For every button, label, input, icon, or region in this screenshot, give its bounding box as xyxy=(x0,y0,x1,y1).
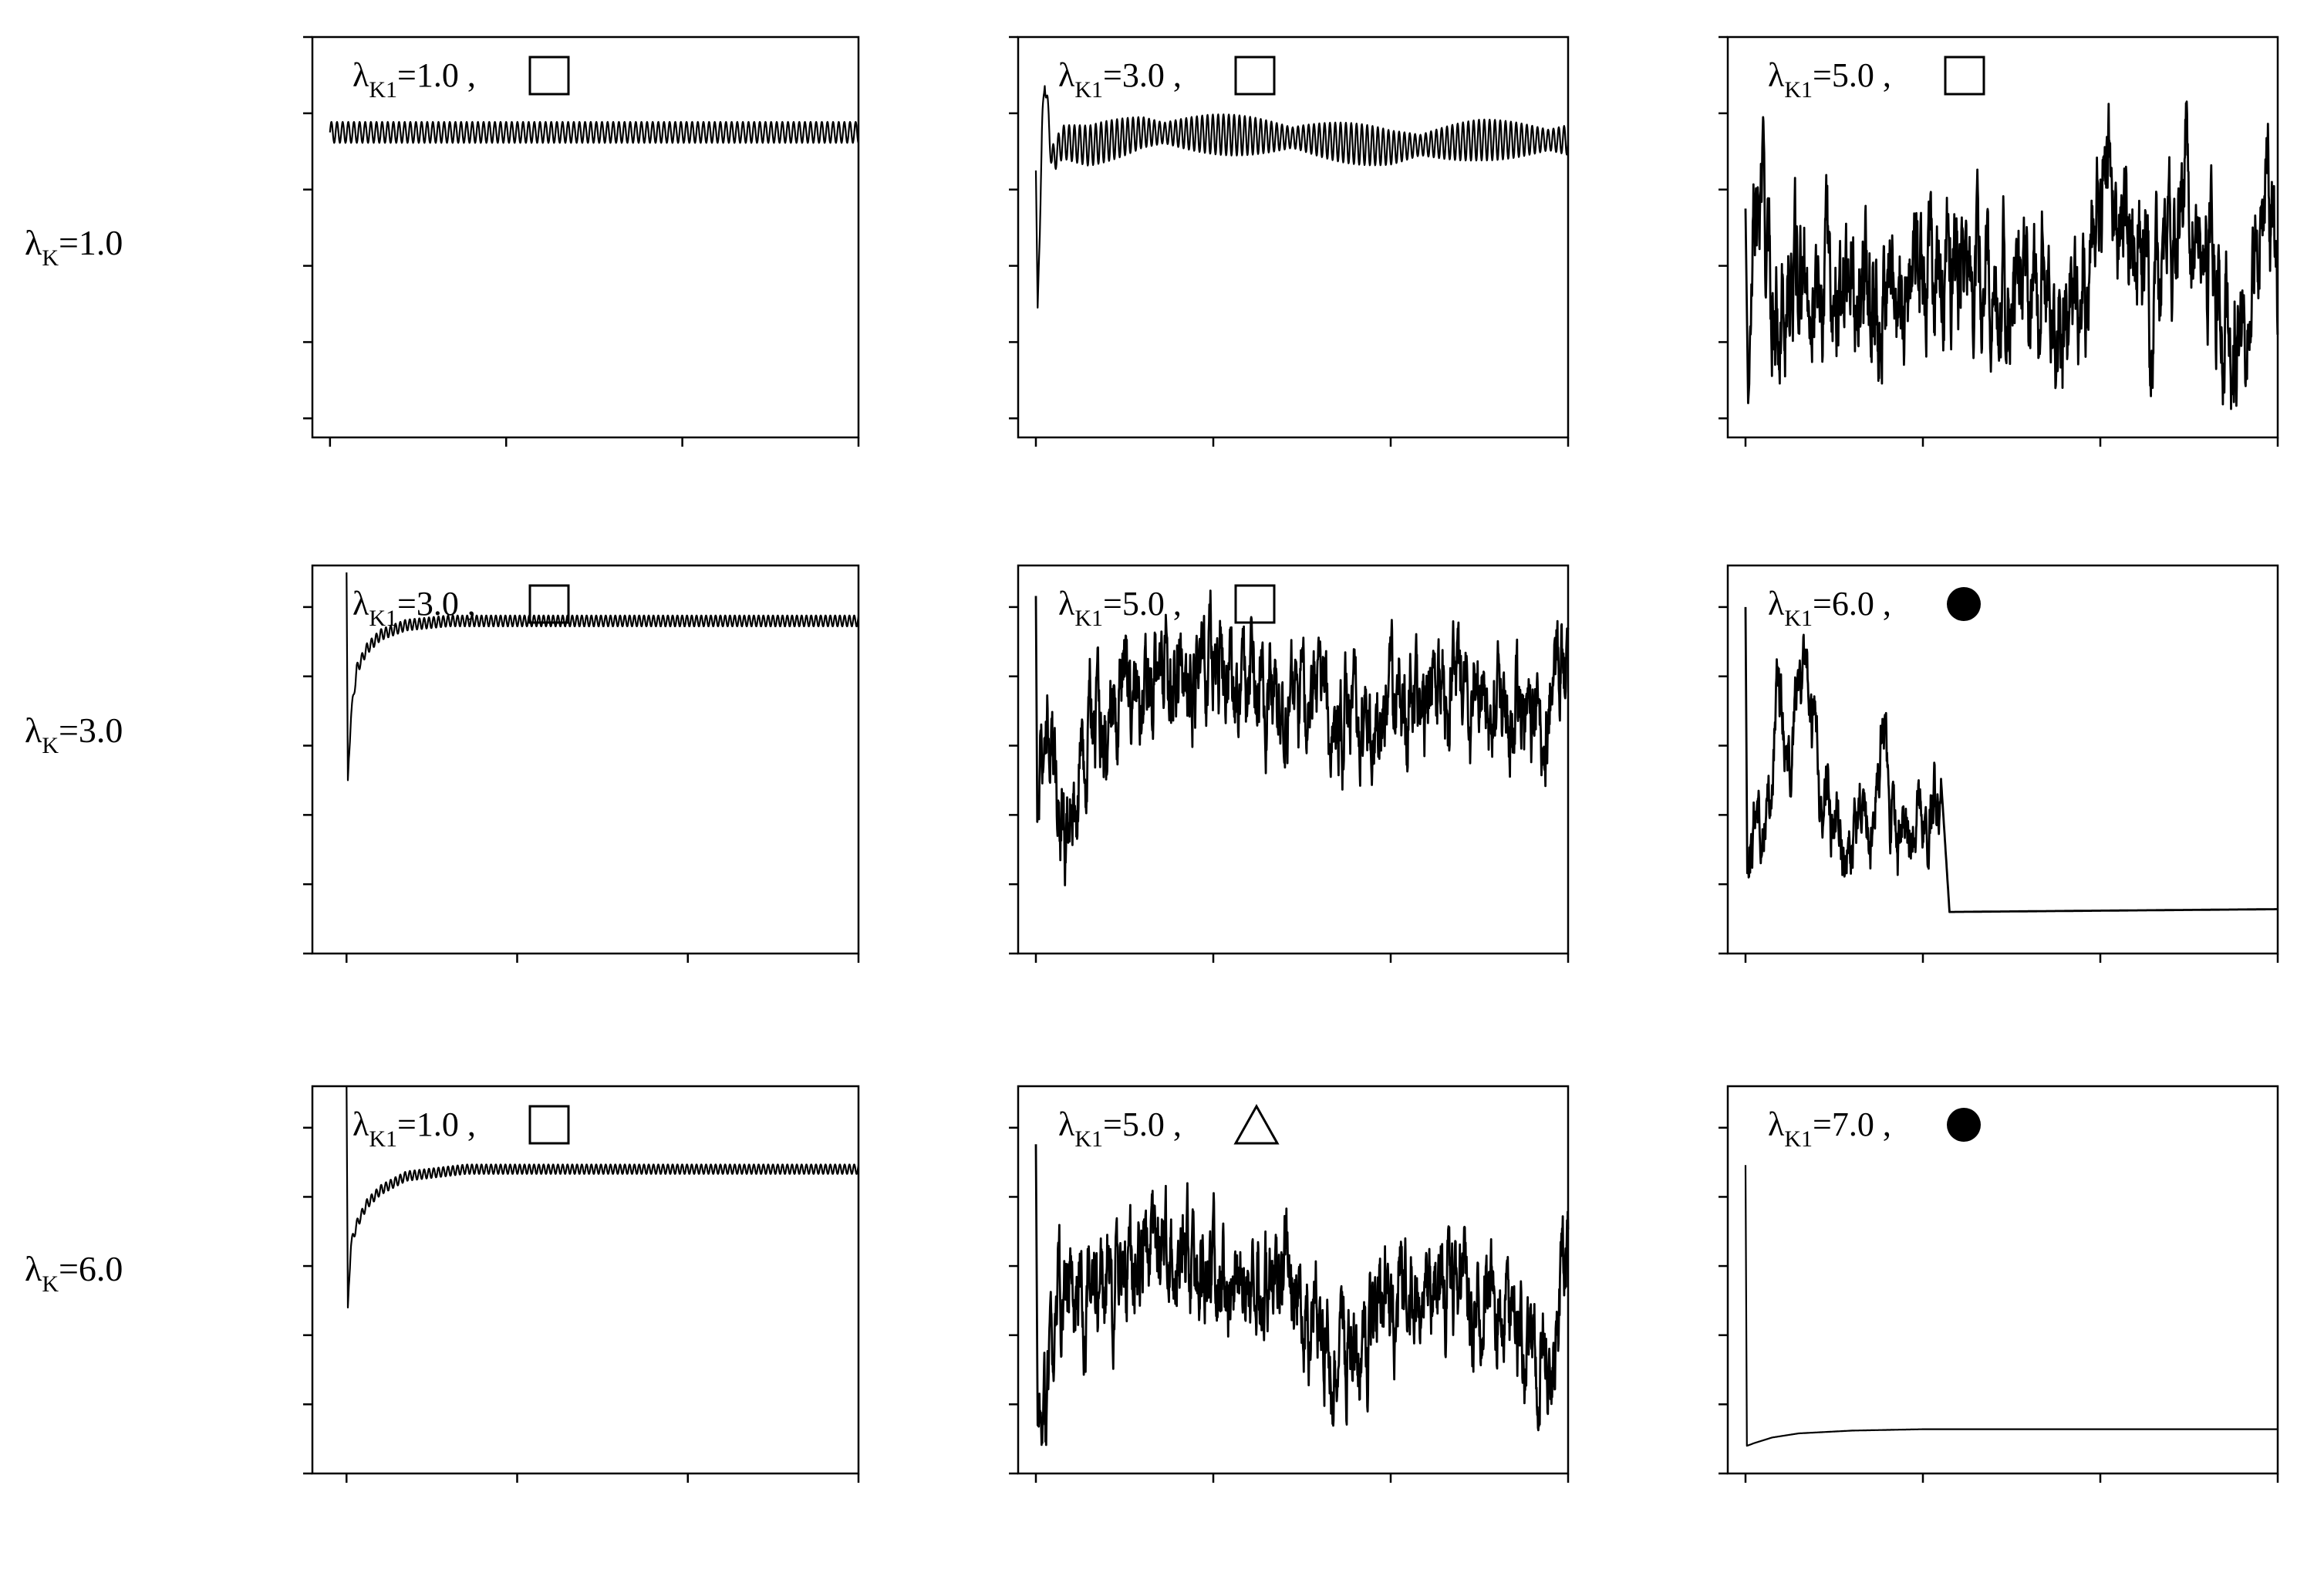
annotation-subscript: K1 xyxy=(369,606,397,631)
open-square-marker xyxy=(1234,584,1276,624)
annotation-symbol: λ xyxy=(1768,585,1785,623)
annotation-text: λK1=7.0 , xyxy=(1768,1105,1891,1152)
annotation-subscript: K1 xyxy=(1784,606,1813,631)
panel-b: λK1=3.0 , xyxy=(1009,35,1570,447)
annotation-subscript: K1 xyxy=(1784,1126,1813,1152)
annotation-text: λK1=5.0 , xyxy=(1768,56,1891,103)
annotation-symbol: λ xyxy=(352,585,369,623)
row-label-subscript: K xyxy=(42,245,59,271)
panel-a: λK1=1.0 , xyxy=(303,35,860,447)
row-label-value: =1.0 xyxy=(59,223,123,262)
plot-frame xyxy=(1017,1085,1570,1475)
plot-frame xyxy=(311,35,860,439)
annotation-subscript: K1 xyxy=(1074,1126,1103,1152)
series-line xyxy=(1744,606,2278,913)
plot-frame xyxy=(1017,35,1570,439)
annotation-text: λK1=6.0 , xyxy=(1768,585,1891,631)
annotation-text: λK1=3.0 , xyxy=(352,585,476,631)
annotation-symbol: λ xyxy=(1768,56,1785,94)
annotation-value: =5.0 , xyxy=(1813,56,1891,94)
open-square-marker xyxy=(1944,56,1985,96)
annotation-subscript: K1 xyxy=(1074,77,1103,103)
annotation-symbol: λ xyxy=(1768,1105,1785,1143)
annotation-value: =6.0 , xyxy=(1813,585,1891,623)
annotation-value: =3.0 , xyxy=(397,585,476,623)
row-label-value: =6.0 xyxy=(59,1249,123,1288)
annotation-symbol: λ xyxy=(1058,56,1075,94)
annotation-text: λK1=1.0 , xyxy=(352,1105,476,1152)
series-line xyxy=(1034,85,1570,309)
annotation-subscript: K1 xyxy=(1074,606,1103,631)
open-square-marker xyxy=(1234,56,1276,96)
filled-circle-marker xyxy=(1947,587,1981,621)
annotation-value: =5.0 , xyxy=(1103,1105,1182,1143)
panel-f: λK1=6.0 , xyxy=(1719,564,2279,963)
row-label-symbol: λ xyxy=(25,711,42,750)
row-label: λK=1.0 xyxy=(25,223,123,271)
plot-frame xyxy=(1726,1085,2279,1475)
series-line xyxy=(1744,100,2279,410)
annotation-symbol: λ xyxy=(1058,1105,1075,1143)
plot-frame xyxy=(311,1085,860,1475)
series-line xyxy=(346,572,860,781)
series-line xyxy=(346,1085,860,1308)
panel-h: λK1=5.0 , xyxy=(1009,1085,1570,1483)
plot-frame xyxy=(1726,564,2279,955)
annotation-symbol: λ xyxy=(352,56,369,94)
plot-frame xyxy=(1726,35,2279,439)
annotation-text: λK1=1.0 , xyxy=(352,56,476,103)
row-label-subscript: K xyxy=(42,733,59,758)
panel-i: λK1=7.0 , xyxy=(1719,1085,2279,1483)
series-line xyxy=(329,120,860,144)
annotation-symbol: λ xyxy=(1058,585,1075,623)
panel-d: λK1=3.0 , xyxy=(303,564,860,963)
open-triangle-marker xyxy=(1233,1103,1280,1145)
row-label-value: =3.0 xyxy=(59,711,123,750)
series-line xyxy=(1034,1144,1570,1446)
panel-e: λK1=5.0 , xyxy=(1009,564,1570,963)
filled-circle-marker xyxy=(1947,1108,1981,1142)
annotation-symbol: λ xyxy=(352,1105,369,1143)
panel-c: λK1=5.0 , xyxy=(1719,35,2279,447)
annotation-value: =5.0 , xyxy=(1103,585,1182,623)
annotation-value: =3.0 , xyxy=(1103,56,1182,94)
annotation-subscript: K1 xyxy=(1784,77,1813,103)
annotation-value: =1.0 , xyxy=(397,1105,476,1143)
row-label-symbol: λ xyxy=(25,1249,42,1288)
row-label-symbol: λ xyxy=(25,223,42,262)
open-square-marker xyxy=(528,56,570,96)
annotation-subscript: K1 xyxy=(369,1126,397,1152)
panel-g: λK1=1.0 , xyxy=(303,1085,860,1483)
annotation-text: λK1=5.0 , xyxy=(1058,1105,1182,1152)
plot-frame xyxy=(1017,564,1570,955)
series-line xyxy=(1744,1165,2278,1447)
series-line xyxy=(1034,589,1570,886)
annotation-text: λK1=5.0 , xyxy=(1058,585,1182,631)
annotation-text: λK1=3.0 , xyxy=(1058,56,1182,103)
row-label: λK=3.0 xyxy=(25,711,123,758)
row-label-subscript: K xyxy=(42,1271,59,1297)
annotation-subscript: K1 xyxy=(369,77,397,103)
annotation-value: =1.0 , xyxy=(397,56,476,94)
plot-frame xyxy=(311,564,860,955)
annotation-value: =7.0 , xyxy=(1813,1105,1891,1143)
open-square-marker xyxy=(528,1105,570,1145)
row-label: λK=6.0 xyxy=(25,1249,123,1297)
